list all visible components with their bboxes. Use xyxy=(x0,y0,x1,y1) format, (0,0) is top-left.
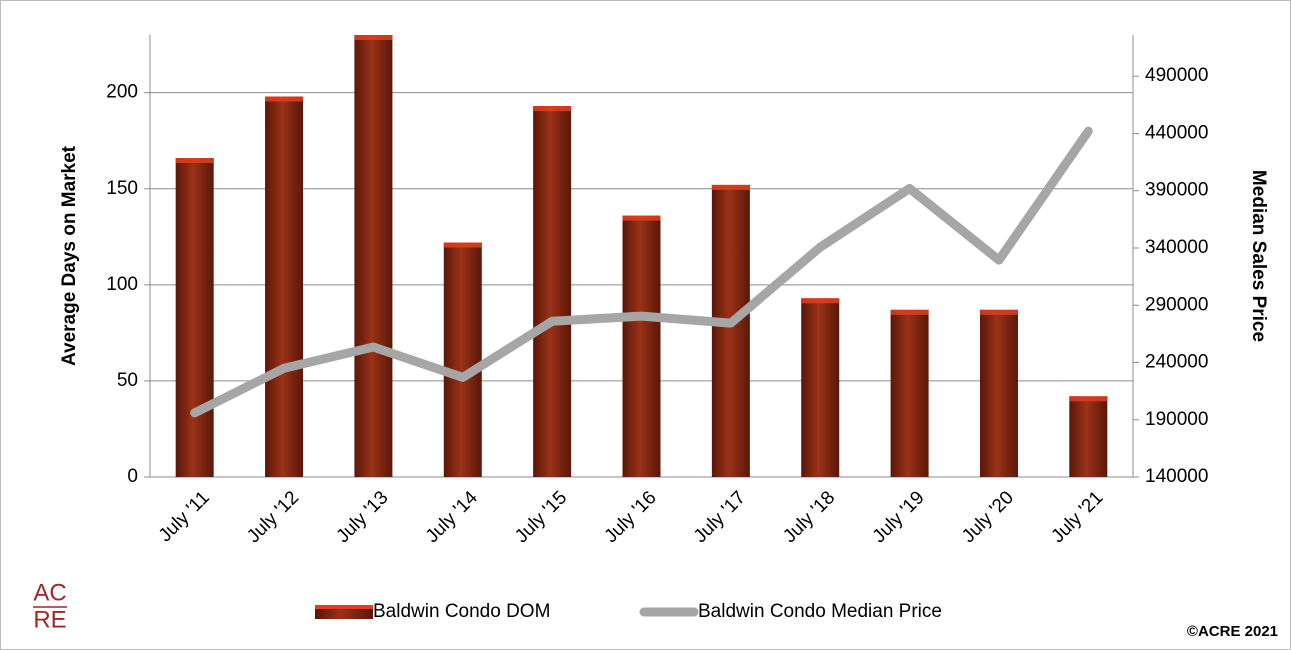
bar-cap xyxy=(801,298,840,304)
legend-label: Baldwin Condo Median Price xyxy=(698,601,942,622)
y-tick-label: 0 xyxy=(127,466,138,487)
y2-tick-label: 290000 xyxy=(1145,294,1208,315)
bar-cap xyxy=(354,35,393,40)
bar-cap xyxy=(265,96,304,102)
bar xyxy=(801,298,840,477)
logo-text: RE xyxy=(33,606,66,633)
bar xyxy=(354,35,393,477)
legend-swatch-cap xyxy=(315,605,373,609)
y-tick-label: 150 xyxy=(106,178,138,199)
bar xyxy=(533,106,572,478)
bar-cap xyxy=(1069,396,1108,402)
bar xyxy=(443,242,482,477)
bar xyxy=(622,215,661,477)
bar xyxy=(979,309,1018,477)
y2-axis-label: Median Sales Price xyxy=(1248,170,1269,342)
y2-tick-label: 490000 xyxy=(1145,65,1208,86)
bar-cap xyxy=(979,309,1018,315)
legend-label: Baldwin Condo DOM xyxy=(373,601,550,622)
bar-cap xyxy=(443,242,482,248)
line xyxy=(190,126,1093,418)
logo: AC RE xyxy=(33,579,67,633)
y2-tick-label: 390000 xyxy=(1145,180,1208,201)
y2-tick-label: 140000 xyxy=(1145,466,1208,487)
y-tick-label: 100 xyxy=(106,274,138,295)
copyright: ©ACRE 2021 xyxy=(1187,623,1278,640)
y-tick-label: 50 xyxy=(117,370,138,391)
bar-cap xyxy=(622,215,661,221)
y2-tick-label: 340000 xyxy=(1145,237,1208,258)
bar-cap xyxy=(890,309,929,315)
bar-cap xyxy=(533,106,572,112)
bar xyxy=(890,309,929,477)
y-tick-label: 200 xyxy=(106,82,138,103)
logo-text: AC xyxy=(33,579,66,606)
y-axis-label: Average Days on Market xyxy=(59,145,80,366)
bar xyxy=(711,184,750,478)
y2-tick-label: 190000 xyxy=(1145,409,1208,430)
bar-cap xyxy=(711,184,750,190)
bar xyxy=(175,157,214,477)
bar-cap xyxy=(175,157,214,163)
y2-tick-label: 440000 xyxy=(1145,122,1208,143)
bar xyxy=(1069,396,1108,477)
y2-tick-label: 240000 xyxy=(1145,352,1208,373)
bar xyxy=(265,96,304,477)
